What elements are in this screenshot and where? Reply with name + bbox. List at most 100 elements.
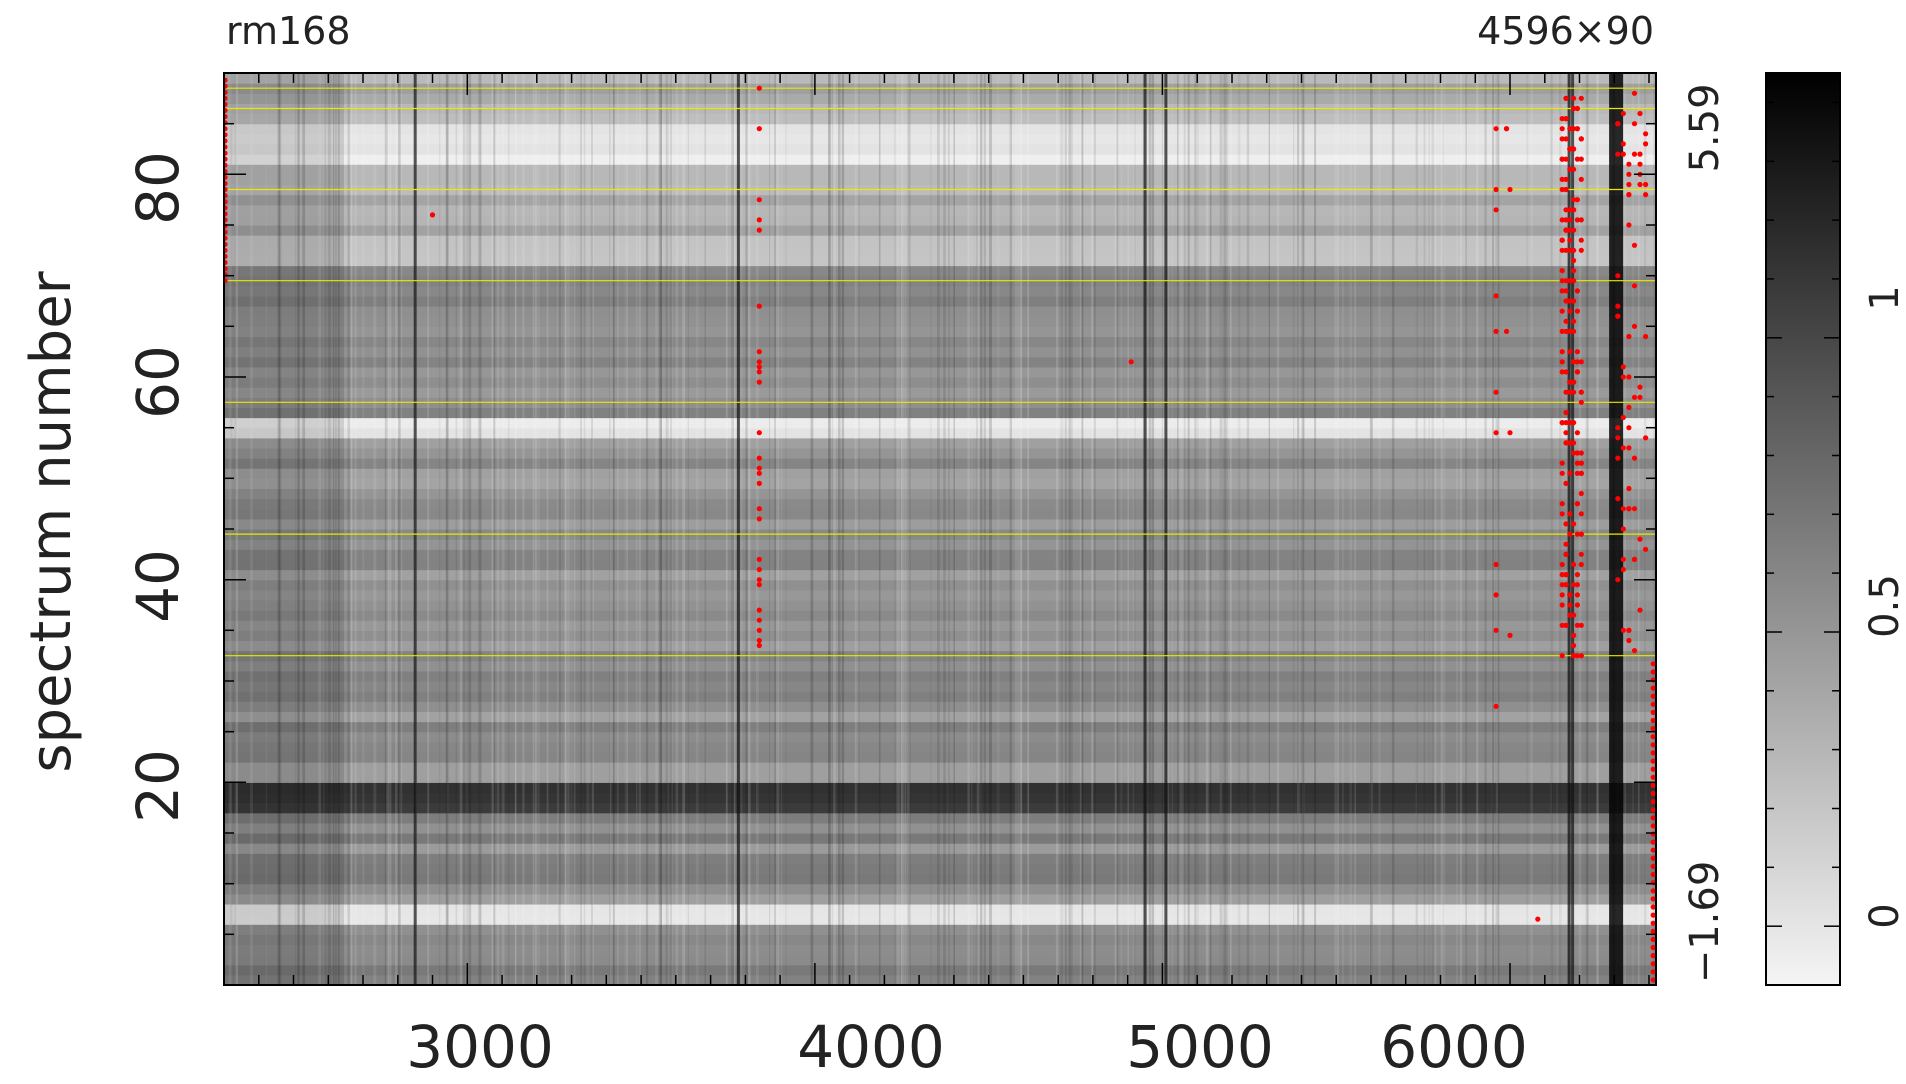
heatmap-row [224,711,1656,723]
bad-pixel-point [756,607,762,613]
bad-pixel-point [1563,156,1569,162]
bad-pixel-point [1650,936,1656,943]
heatmap-row [224,356,1656,368]
heatmap-dark-column [736,73,740,985]
bad-pixel-point [1563,389,1569,395]
heatmap-texture-column [831,73,834,985]
bad-pixel-point [1571,278,1577,284]
bad-pixel-point [1567,349,1573,355]
bad-pixel-point [1571,632,1577,639]
heatmap-texture-column [1268,73,1270,985]
heatmap-texture-column [1314,73,1317,985]
heatmap-row [224,154,1656,165]
bad-pixel-point [1574,531,1580,537]
bad-pixel-point [1567,470,1573,476]
heatmap-row [224,883,1656,895]
heatmap-texture-column [785,73,787,985]
heatmap-texture-column [774,73,776,985]
bad-pixel-point [1574,156,1580,162]
bad-pixel-point [756,470,762,476]
heatmap-dark-column [1164,73,1168,985]
heatmap-texture-column [756,73,758,985]
heatmap-row [224,366,1656,378]
bad-pixel-point [1493,430,1499,436]
heatmap-texture-column [725,73,728,985]
heatmap-texture-column [1495,73,1499,985]
bad-pixel-point [1559,186,1565,193]
heatmap-texture-column [636,73,638,985]
x-tick-label-4000: 4000 [797,1013,945,1081]
heatmap-row [224,346,1656,358]
bad-pixel-point [1559,116,1565,122]
bad-pixel-point [1559,501,1565,507]
bad-pixel-point [1615,577,1621,583]
heatmap-row [224,681,1656,692]
bad-pixel-point [1563,440,1569,446]
heatmap-texture-column [1223,73,1227,985]
heatmap-texture-column [398,73,401,985]
x-tick-label-5000: 5000 [1126,1013,1274,1081]
bad-pixel-point [756,480,762,486]
bad-pixel-point [1567,612,1573,618]
bad-pixel-point [1650,693,1656,699]
bad-pixel-point [1650,766,1656,772]
bad-pixel-point [1643,546,1649,552]
heatmap-texture-column [780,73,783,985]
bad-pixel-point [1574,460,1580,466]
bad-pixel-point [1571,126,1577,132]
heatmap-row [224,174,1656,186]
heatmap-row [224,133,1656,145]
heatmap-texture-column [1297,73,1300,985]
heatmap-texture-column [277,73,281,985]
heatmap-texture-column [354,73,357,985]
bad-pixel-point [1650,669,1656,675]
bad-pixel-point [1650,661,1656,667]
heatmap-texture-column [324,73,326,985]
bad-pixel-point [1574,501,1580,507]
bad-pixel-point [1559,278,1565,284]
bad-pixel-point [1571,268,1577,274]
heatmap-texture-column [1459,73,1462,985]
bad-pixel-point [756,430,762,436]
heatmap-texture-column [1460,73,1463,985]
bad-pixel-point [1563,217,1569,223]
bad-pixel-point [1626,181,1632,188]
bad-pixel-point [1631,121,1638,127]
heatmap-texture-column [1014,73,1018,985]
heatmap-texture-column [1063,73,1065,985]
bad-pixel-point [1574,197,1580,203]
heatmap-texture-column [455,73,458,985]
heatmap-texture-column [318,73,321,985]
bad-pixel-point [1493,207,1499,213]
heatmap-row [224,285,1656,297]
bad-pixel-point [1574,349,1580,355]
heatmap-texture-column [1302,73,1305,985]
bad-pixel-point [1571,359,1577,365]
bad-pixel-point [1650,726,1656,732]
heatmap-texture-column [1081,73,1084,985]
heatmap-texture-column [776,73,780,985]
bad-pixel-point [1578,561,1584,568]
heatmap-texture-column [1495,73,1499,985]
y-tick-label-40: 40 [124,549,192,623]
bad-pixel-point [756,582,762,588]
bad-pixel-point [1620,364,1626,370]
heatmap-texture-column [1301,73,1304,985]
bad-pixel-point [1571,247,1577,253]
y-tick-label-80: 80 [124,151,192,225]
bad-pixel-point [1578,95,1584,101]
bad-pixel-point [1637,151,1643,157]
bad-pixel-point [756,566,762,573]
heatmap-texture-column [841,73,845,985]
bad-pixel-point [1563,298,1569,304]
bad-pixel-point [1567,126,1573,132]
heatmap-texture-column [362,73,365,985]
heatmap-texture-column [1442,73,1445,985]
bad-pixel-point [1578,490,1584,497]
bad-pixel-point [1563,136,1569,142]
heatmap-texture-column [745,73,748,985]
bad-pixel-point [1563,521,1569,527]
heatmap-texture-column [1596,73,1599,985]
heatmap-texture-column [1183,73,1186,985]
colorbar-label-0: 0 [1862,903,1906,928]
